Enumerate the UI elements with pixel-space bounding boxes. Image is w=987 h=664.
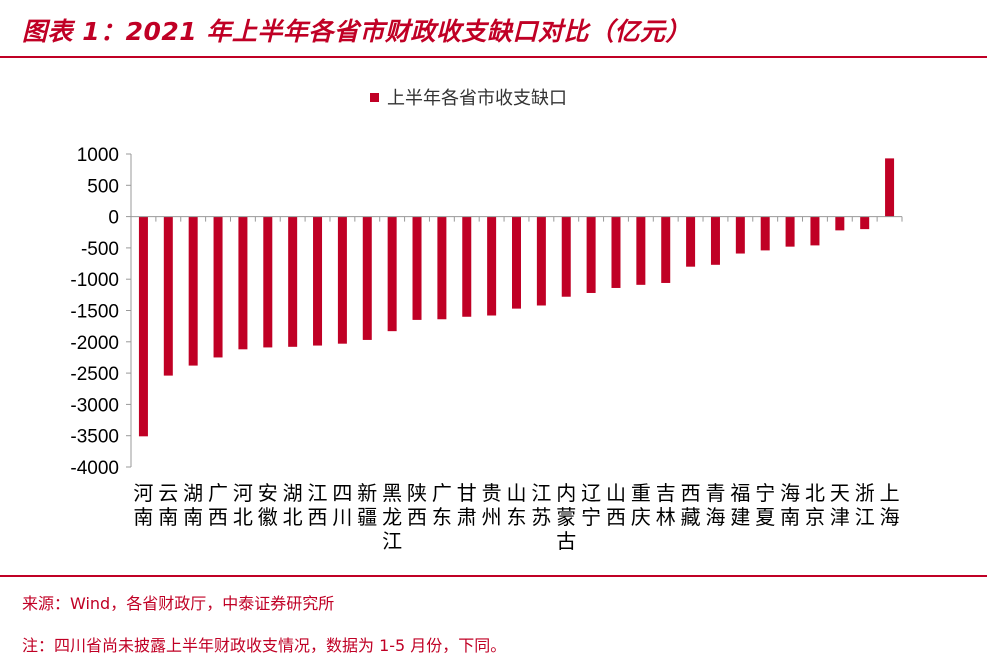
bar-广东: [437, 216, 447, 320]
bar-山西: [611, 216, 621, 288]
y-tick-label: -2000: [70, 333, 119, 354]
category-label: 浙江: [855, 481, 875, 529]
y-tick-label: 1000: [77, 145, 119, 166]
bar-贵州: [487, 216, 497, 316]
y-tick-label: -2500: [70, 364, 119, 385]
legend-swatch: [370, 93, 379, 102]
category-label: 内蒙古: [556, 481, 576, 553]
category-label: 西藏: [681, 481, 701, 529]
bars: [138, 158, 895, 437]
bar-新疆: [362, 216, 372, 340]
category-label: 海南: [780, 481, 800, 529]
y-tick-label: -3500: [70, 427, 119, 448]
footer-divider: [0, 575, 987, 577]
category-label: 河南: [133, 481, 153, 529]
y-tick-label: 0: [108, 208, 119, 229]
category-label: 湖南: [183, 481, 203, 529]
category-labels: 河南云南湖南广西河北安徽湖北江西四川新疆黑龙江陕西广东甘肃贵州山东江苏内蒙古辽宁…: [133, 481, 899, 553]
source-note: 来源：Wind，各省财政厅，中泰证券研究所: [22, 594, 335, 613]
bar-上海: [885, 158, 895, 217]
bar-宁夏: [760, 216, 770, 251]
bar-广西: [213, 216, 223, 358]
bar-湖南: [188, 216, 198, 366]
bar-山东: [512, 216, 521, 309]
y-tick-label: -4000: [70, 458, 119, 479]
category-label: 甘肃: [457, 481, 477, 529]
y-tick-label: -1000: [70, 270, 119, 291]
chart-title: 图表 1：2021 年上半年各省市财政收支缺口对比（亿元）: [22, 17, 691, 46]
category-label: 黑龙江: [382, 481, 402, 553]
category-label: 青海: [705, 481, 725, 529]
category-label: 山东: [507, 481, 527, 529]
category-label: 河北: [233, 481, 253, 529]
category-label: 重庆: [631, 481, 651, 529]
category-label: 广西: [208, 481, 228, 529]
category-label: 陕西: [407, 481, 427, 529]
category-label: 天津: [830, 481, 850, 529]
category-label: 四川: [332, 481, 352, 529]
category-label: 江西: [308, 481, 328, 529]
category-label: 安徽: [258, 481, 278, 529]
category-label: 广东: [432, 481, 452, 529]
category-label: 山西: [606, 481, 626, 529]
bar-天津: [835, 216, 845, 231]
bar-吉林: [661, 216, 671, 283]
bar-湖北: [288, 216, 298, 347]
y-tick-label: -1500: [70, 302, 119, 323]
bar-内蒙古: [561, 216, 571, 297]
footnote: 注：四川省尚未披露上半年财政收支情况，数据为 1-5 月份，下同。: [22, 636, 507, 655]
bar-甘肃: [462, 216, 472, 317]
category-label: 云南: [158, 481, 178, 529]
bar-北京: [810, 216, 820, 246]
bar-福建: [735, 216, 745, 254]
bar-安徽: [263, 216, 273, 348]
bar-浙江: [860, 216, 870, 230]
title-divider: [0, 56, 987, 58]
bar-四川: [337, 216, 347, 344]
bar-chart: 上半年各省市收支缺口 1000 500 0 -500 -1000 -1500 -2000 -2…: [70, 88, 903, 553]
category-label: 辽宁: [581, 481, 601, 529]
category-label: 宁夏: [755, 481, 775, 529]
category-label: 上海: [880, 481, 900, 529]
category-label: 江苏: [531, 481, 551, 529]
bar-黑龙江: [387, 216, 397, 332]
category-label: 福建: [730, 481, 750, 529]
bar-海南: [785, 216, 795, 247]
bar-云南: [163, 216, 173, 376]
legend-label: 上半年各省市收支缺口: [387, 88, 567, 109]
bar-青海: [710, 216, 720, 265]
bar-辽宁: [586, 216, 596, 293]
bar-江苏: [536, 216, 546, 306]
bar-西藏: [686, 216, 696, 267]
category-label: 贵州: [482, 481, 502, 529]
y-tick-label: 500: [87, 176, 119, 197]
bar-河北: [238, 216, 248, 350]
y-axis: 1000 500 0 -500 -1000 -1500 -2000 -2500 -3000 -35…: [70, 145, 132, 479]
category-label: 湖北: [283, 481, 303, 529]
category-label: 吉林: [656, 481, 676, 529]
y-tick-label: -500: [81, 239, 119, 260]
bar-河南: [138, 216, 148, 437]
category-label: 新疆: [357, 481, 377, 529]
bar-江西: [313, 216, 323, 346]
bar-陕西: [412, 216, 422, 320]
bar-重庆: [636, 216, 646, 285]
legend: 上半年各省市收支缺口: [370, 88, 567, 109]
category-label: 北京: [805, 481, 825, 529]
x-axis: [130, 216, 903, 222]
y-tick-label: -3000: [70, 395, 119, 416]
